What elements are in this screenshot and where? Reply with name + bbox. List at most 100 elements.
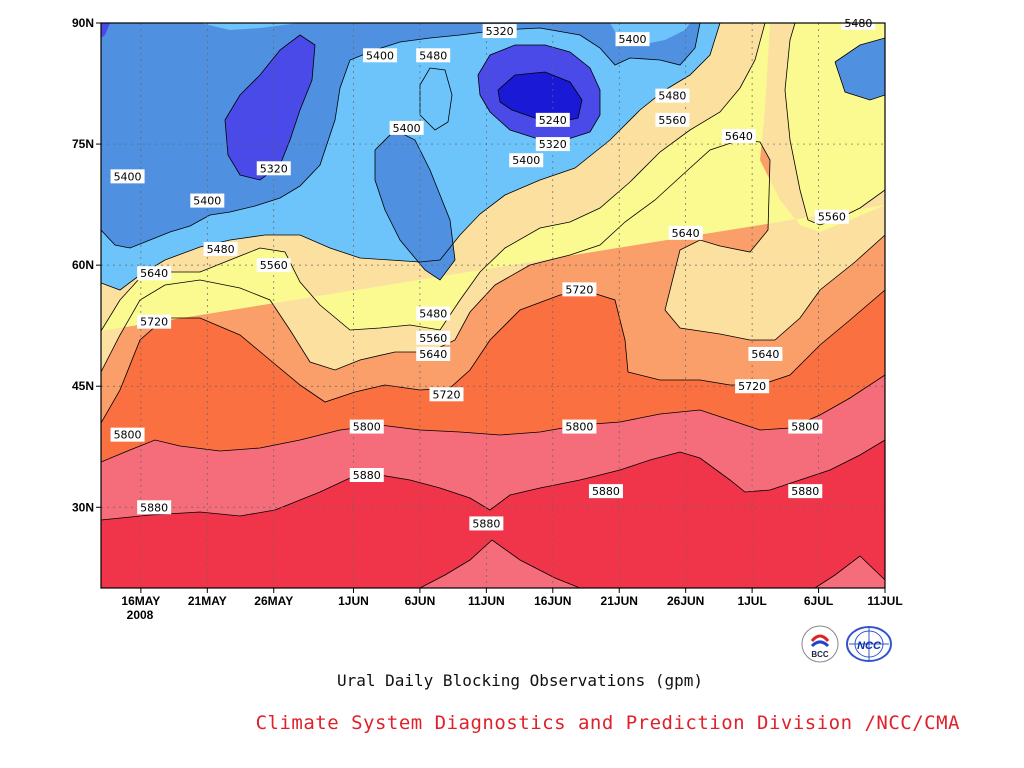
contour-label-bg: [429, 387, 464, 402]
chart-subtitle: Ural Daily Blocking Observations (gpm): [336, 671, 704, 690]
contour-label: 5800: [788, 419, 823, 434]
y-tick-label: 75N: [72, 137, 94, 151]
contour-label-text: 5240: [539, 114, 567, 127]
fill-5240-5320-west: [225, 35, 315, 180]
y-tick-label: 45N: [72, 379, 94, 393]
contour-label: 5560: [814, 209, 849, 224]
contour-label-bg: [363, 48, 398, 63]
contour-label-text: 5400: [512, 154, 540, 167]
contour-label-text: 5880: [592, 485, 620, 498]
contour-label-text: 5400: [366, 49, 394, 62]
contour-label-text: 5640: [725, 130, 753, 143]
contour-label-text: 5720: [432, 388, 460, 401]
fill-lt5240: [498, 72, 582, 122]
y-tick-label: 90N: [72, 16, 94, 30]
contour-label: 5480: [203, 242, 238, 256]
contour-label-text: 5720: [738, 380, 766, 393]
contour-label-text: 5480: [207, 243, 235, 256]
fill-5480-5560: [101, 23, 885, 331]
contour-label-bg: [535, 112, 570, 127]
fill-5800-5880-bump: [420, 540, 580, 588]
contour-label: 5400: [190, 193, 225, 208]
contour-line-5800: [101, 374, 885, 463]
fill-5800-5880-corner: [815, 556, 885, 588]
contour-label: 5320: [256, 161, 291, 176]
contour-line-5480: [101, 23, 721, 291]
contour-label-text: 5640: [140, 267, 168, 280]
contour-label: 5800: [562, 419, 597, 434]
contour-label-text: 5400: [114, 170, 142, 183]
contour-label: 5560: [416, 330, 451, 345]
contour-line-5320: [224, 34, 601, 181]
contour-label: 5560: [256, 258, 291, 273]
contour-label-bg: [416, 306, 451, 321]
contour-label-bg: [535, 137, 570, 152]
fill-5320-5400-center: [375, 130, 455, 280]
x-tick-label: 21MAY: [188, 594, 227, 608]
contour-label-bg: [735, 379, 770, 394]
contour-label-text: 5480: [419, 308, 447, 321]
contour-label-bg: [668, 225, 703, 240]
fill-lt5240-corner: [101, 23, 110, 38]
contour-line-5880-bump: [419, 539, 885, 588]
contour-label: 5720: [735, 379, 770, 394]
x-tick-label: 11JUN: [468, 594, 505, 608]
contour-label-text: 5320: [260, 162, 288, 175]
contour-label-text: 5880: [472, 517, 500, 530]
bcc-logo: BCC: [800, 624, 840, 664]
contour-label-text: 5400: [393, 122, 421, 135]
contour-label-text: 5720: [565, 283, 593, 296]
contour-line-5240: [497, 71, 583, 123]
contour-label-text: 5640: [672, 227, 700, 240]
contour-label-text: 5320: [539, 138, 567, 151]
fill-5320-5400-west: [101, 23, 700, 248]
contour-label-text: 5560: [658, 114, 686, 127]
credit-line: Climate System Diagnostics and Predictio…: [255, 712, 960, 734]
x-tick-label: 1JUN: [338, 594, 369, 608]
contour-label-text: 5800: [353, 421, 381, 434]
contour-label: 5480: [416, 306, 451, 321]
contour-label: 5480: [416, 48, 451, 63]
x-tick-label: 6JUN: [405, 594, 436, 608]
contour-label: 5480: [655, 88, 690, 103]
contour-label-text: 5560: [419, 332, 447, 345]
contour-label-text: 5640: [751, 348, 779, 361]
contour-label-bg: [389, 120, 424, 135]
x-tick-label: 21JUN: [601, 594, 638, 608]
contour-label-text: 5880: [353, 469, 381, 482]
contour-label-text: 5400: [619, 33, 647, 46]
contour-label-bg: [203, 242, 238, 256]
contour-label-bg: [562, 282, 597, 297]
contour-label-bg: [349, 419, 384, 434]
x-tick-label: 1JUL: [737, 594, 766, 608]
contour-label: 5640: [137, 266, 172, 281]
contour-label: 5880: [588, 484, 623, 499]
contour-label-bg: [256, 161, 291, 176]
contour-label: 5320: [535, 137, 570, 152]
contour-label: 5880: [349, 468, 384, 482]
contour-label-bg: [615, 32, 650, 47]
contour-label-text: 5400: [193, 195, 221, 208]
contour-label-text: 5800: [565, 421, 593, 434]
contour-label-text: 5560: [818, 211, 846, 224]
contour-label: 5640: [668, 225, 703, 240]
contour-label-bg: [416, 346, 451, 361]
contour-label-bg: [137, 314, 172, 329]
contour-fills: [101, 23, 885, 588]
contour-label-bg: [509, 153, 544, 168]
contour-label: 5640: [416, 346, 451, 361]
contour-label-text: 5800: [791, 421, 819, 434]
x-tick-label: 26MAY: [254, 594, 293, 608]
ncc-logo: NCC: [845, 624, 893, 664]
grid-lines: [101, 23, 885, 588]
contour-label-bg: [655, 88, 690, 103]
contour-label-bg: [110, 427, 145, 442]
contour-line-5640: [101, 139, 885, 373]
contour-label-bg: [721, 129, 756, 143]
contour-label: 5400: [509, 153, 544, 168]
contour-label-bg: [788, 484, 823, 499]
contour-label-bg: [788, 419, 823, 434]
contour-label-bg: [110, 169, 145, 184]
contour-label: 5800: [110, 427, 145, 442]
